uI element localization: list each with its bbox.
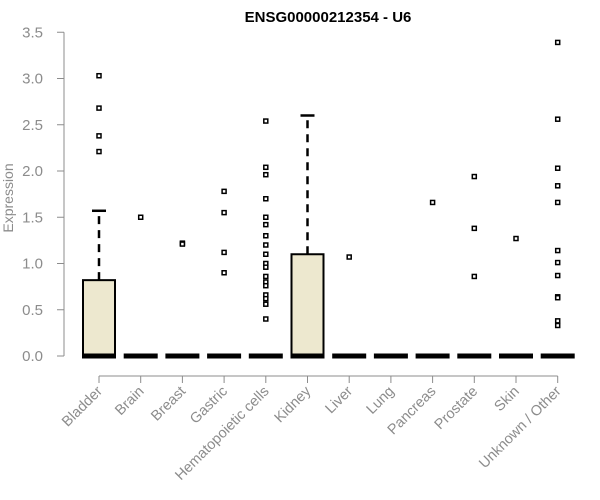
outlier-point [263, 242, 269, 248]
box-bladder [82, 72, 116, 359]
y-tick-label: 1.5 [22, 209, 43, 226]
outlier-point [471, 273, 478, 280]
outlier-point [346, 254, 352, 260]
box-prostate [457, 173, 492, 359]
outlier-point [263, 214, 269, 220]
outlier-point [263, 171, 269, 178]
outlier-point [554, 199, 561, 206]
outlier-point [263, 295, 269, 302]
outlier-point [263, 301, 269, 307]
outlier-point [221, 209, 227, 216]
y-tick-label: 2.0 [22, 163, 43, 180]
box-breast [165, 240, 200, 359]
outlier-point [263, 273, 269, 280]
outlier-point [263, 264, 269, 270]
y-ticks: 0.0 0.5 1.0 1.5 2.0 2.5 3.0 3.5 [22, 24, 64, 365]
outlier-point [263, 221, 269, 228]
y-tick-label: 0.0 [22, 348, 43, 365]
box-brain [123, 214, 158, 359]
axes [63, 32, 558, 377]
outlier-point [263, 316, 269, 322]
outlier-point [137, 214, 144, 220]
y-tick-label: 3.0 [22, 71, 43, 88]
x-tick-label: Prostate [432, 384, 481, 433]
outlier-point [554, 318, 561, 324]
y-tick-label: 3.5 [22, 24, 43, 41]
box-rect [82, 279, 116, 357]
outlier-point [263, 118, 269, 124]
box-unknown-other [540, 39, 575, 359]
box-skin [499, 235, 533, 359]
x-tick-label: Lung [364, 384, 398, 418]
x-tick-label: Liver [322, 383, 356, 417]
x-tick-label: Breast [148, 384, 189, 425]
y-tick-label: 0.5 [22, 302, 43, 319]
outlier-point [96, 148, 102, 155]
outlier-point [554, 116, 561, 122]
outlier-point [554, 259, 561, 266]
outlier-point [263, 251, 269, 257]
outlier-point [221, 188, 227, 195]
box-liver [332, 254, 367, 359]
outlier-point [513, 235, 519, 242]
outlier-point [96, 72, 102, 79]
x-tick-label: Bladder [59, 383, 106, 430]
outlier-point [554, 183, 561, 189]
box-kidney [290, 114, 325, 359]
y-tick-label: 2.5 [22, 117, 43, 134]
outlier-point [179, 241, 186, 247]
outlier-point [221, 270, 227, 276]
y-axis-label: Expression [0, 163, 16, 232]
outlier-point [554, 165, 561, 171]
outlier-point [96, 105, 102, 111]
outlier-point [554, 247, 561, 254]
box-gastric [207, 188, 242, 359]
outlier-point [554, 272, 561, 279]
outlier-point [554, 322, 561, 329]
box-pancreas [415, 199, 450, 359]
outlier-point [263, 233, 269, 239]
outlier-point [96, 133, 102, 139]
boxes [82, 39, 575, 359]
outlier-point [263, 164, 269, 171]
x-tick-label: Brain [112, 384, 147, 419]
x-tick-label: Kidney [272, 383, 315, 426]
outlier-point [221, 249, 227, 256]
outlier-point [429, 199, 436, 206]
box-rect [290, 253, 325, 357]
y-tick-label: 1.0 [22, 256, 43, 273]
outlier-point [554, 39, 561, 46]
box-hematopoietic-cells [248, 118, 283, 359]
chart-title: ENSG00000212354 - U6 [245, 9, 412, 26]
x-tick-label: Skin [492, 384, 523, 415]
outlier-point [263, 196, 269, 202]
outlier-point [554, 294, 561, 301]
outlier-point [471, 173, 478, 180]
outlier-point [263, 282, 269, 289]
outlier-point [471, 225, 478, 232]
